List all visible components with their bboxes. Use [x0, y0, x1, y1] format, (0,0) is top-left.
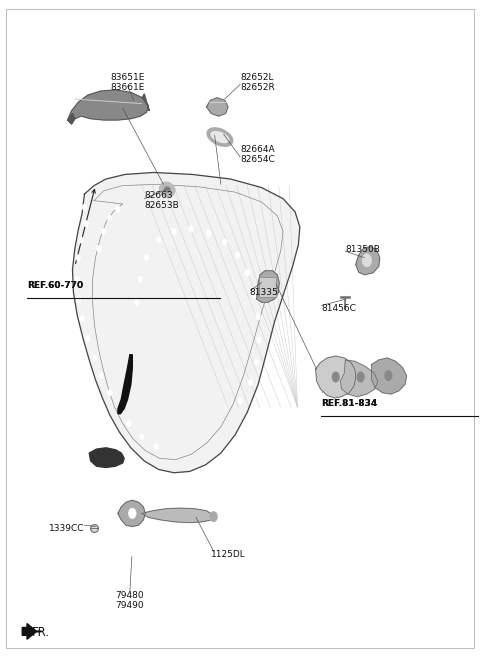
Circle shape — [85, 335, 90, 342]
Text: 81350B: 81350B — [345, 245, 380, 254]
Circle shape — [332, 372, 339, 382]
Polygon shape — [142, 508, 214, 522]
Circle shape — [254, 359, 259, 366]
Circle shape — [206, 230, 211, 237]
Text: 82664A
82654C: 82664A 82654C — [240, 145, 275, 164]
Circle shape — [235, 252, 240, 258]
Polygon shape — [206, 98, 228, 116]
Circle shape — [76, 296, 81, 302]
Circle shape — [210, 511, 217, 522]
Polygon shape — [316, 356, 356, 398]
Circle shape — [108, 390, 112, 396]
Circle shape — [189, 225, 193, 232]
Circle shape — [248, 379, 253, 386]
Text: REF.60-770: REF.60-770 — [27, 281, 83, 290]
Circle shape — [92, 355, 97, 361]
Circle shape — [96, 245, 101, 252]
Bar — [259, 277, 276, 297]
Polygon shape — [89, 448, 124, 468]
Polygon shape — [143, 94, 149, 111]
Circle shape — [138, 276, 143, 283]
Polygon shape — [356, 246, 380, 275]
Ellipse shape — [211, 131, 229, 143]
Circle shape — [116, 206, 120, 212]
Circle shape — [84, 220, 88, 227]
Circle shape — [127, 420, 132, 427]
Text: REF.60-770: REF.60-770 — [27, 281, 83, 290]
Text: 82663
82653B: 82663 82653B — [144, 191, 179, 210]
Polygon shape — [257, 271, 279, 302]
Text: 81456C: 81456C — [322, 304, 356, 313]
Text: 82652L
82652R: 82652L 82652R — [240, 73, 275, 93]
Circle shape — [99, 373, 104, 379]
Ellipse shape — [165, 187, 170, 193]
Circle shape — [362, 254, 372, 267]
Circle shape — [154, 443, 158, 450]
Text: 1339CC: 1339CC — [48, 524, 84, 533]
Polygon shape — [340, 360, 378, 397]
Circle shape — [256, 313, 261, 320]
Polygon shape — [68, 114, 75, 124]
Polygon shape — [118, 500, 145, 526]
Circle shape — [82, 204, 87, 210]
Circle shape — [75, 276, 80, 283]
Circle shape — [135, 299, 140, 306]
Circle shape — [101, 228, 106, 235]
Text: 81335: 81335 — [250, 288, 278, 297]
Circle shape — [357, 372, 364, 382]
Circle shape — [80, 315, 84, 322]
Circle shape — [140, 434, 144, 440]
Polygon shape — [72, 173, 300, 473]
Circle shape — [245, 269, 250, 276]
Circle shape — [117, 405, 122, 412]
Text: REF.81-834: REF.81-834 — [322, 399, 378, 409]
Circle shape — [384, 371, 392, 381]
Ellipse shape — [207, 128, 233, 147]
Text: 83651E
83661E: 83651E 83661E — [111, 73, 145, 93]
Text: 79480
79490: 79480 79490 — [116, 591, 144, 610]
Circle shape — [238, 397, 242, 404]
Circle shape — [257, 337, 262, 344]
Text: 1125DL: 1125DL — [211, 550, 246, 559]
Text: FR.: FR. — [32, 626, 50, 639]
Circle shape — [252, 291, 257, 298]
Polygon shape — [372, 358, 407, 394]
Polygon shape — [22, 623, 36, 639]
Circle shape — [171, 228, 176, 235]
Circle shape — [76, 254, 81, 261]
Polygon shape — [68, 90, 148, 124]
Circle shape — [108, 215, 112, 221]
Circle shape — [144, 254, 149, 261]
Circle shape — [222, 238, 227, 245]
Circle shape — [129, 508, 136, 518]
Circle shape — [156, 237, 161, 243]
Ellipse shape — [160, 182, 175, 197]
Polygon shape — [118, 355, 132, 414]
Text: REF.81-834: REF.81-834 — [322, 399, 378, 409]
Circle shape — [79, 237, 84, 243]
